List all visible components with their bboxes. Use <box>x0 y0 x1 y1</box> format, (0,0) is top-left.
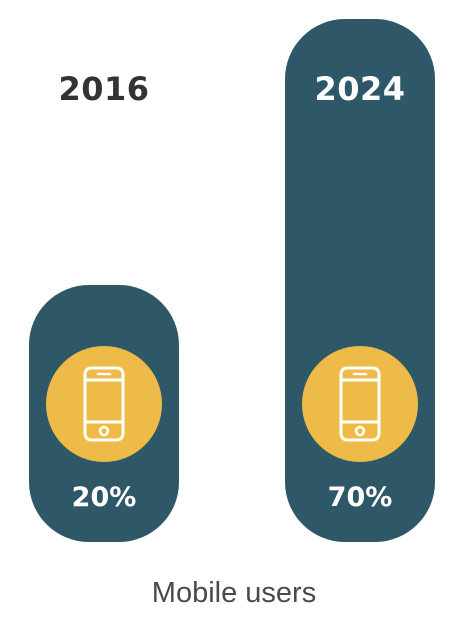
year-label-2016: 2016 <box>58 70 150 108</box>
smartphone-icon <box>339 366 381 442</box>
year-label-2024: 2024 <box>314 70 406 108</box>
phone-circle-2024 <box>302 346 418 462</box>
percent-label-2016: 20% <box>71 482 137 513</box>
phone-circle-2016 <box>46 346 162 462</box>
smartphone-icon <box>83 366 125 442</box>
percent-label-2024: 70% <box>327 482 393 513</box>
chart-caption: Mobile users <box>151 577 317 609</box>
